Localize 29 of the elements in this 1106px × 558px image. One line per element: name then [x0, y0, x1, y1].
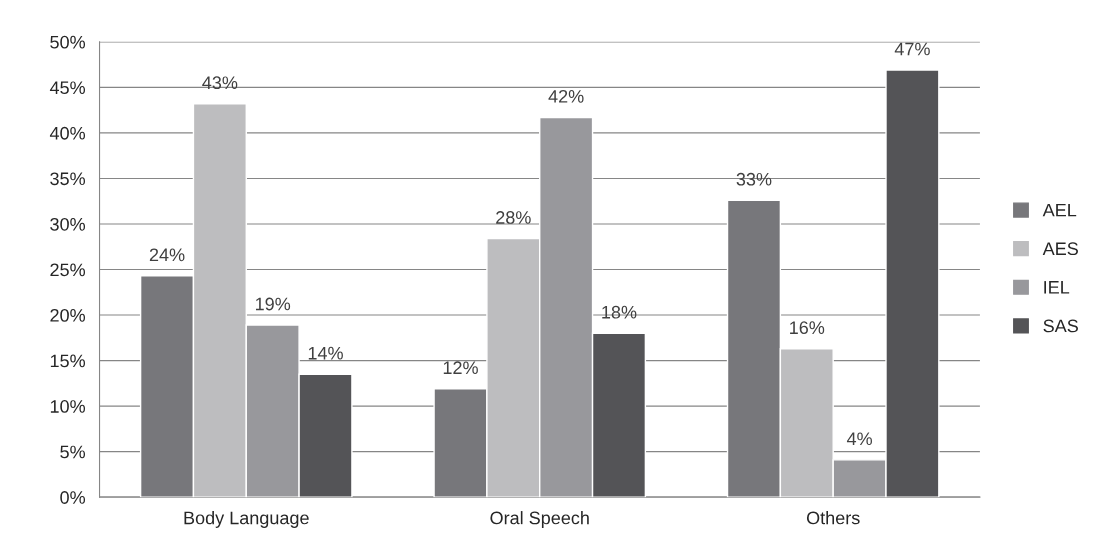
y-tick-label: 25%: [50, 263, 86, 277]
legend-label: IEL: [1044, 281, 1070, 294]
x-tick-label: Oral Speech: [490, 511, 589, 528]
x-tick-label: Others: [806, 511, 860, 525]
data-label: 19%: [255, 297, 291, 311]
y-tick-label: 45%: [49, 81, 86, 95]
data-label: 28%: [496, 211, 531, 224]
y-tick-label: 10%: [50, 400, 86, 413]
data-label: 16%: [790, 321, 825, 335]
y-tick-label: 0%: [60, 491, 86, 504]
legend-label: SAS: [1043, 319, 1078, 333]
y-tick-label: 30%: [50, 217, 86, 231]
data-label: 12%: [443, 361, 478, 375]
data-label: 42%: [548, 89, 584, 103]
y-tick-label: 35%: [50, 172, 86, 186]
data-label: 43%: [202, 76, 238, 90]
y-tick-label: 40%: [49, 126, 86, 140]
data-label: 47%: [894, 42, 930, 56]
y-tick-label: 50%: [50, 35, 86, 49]
legend-label: AES: [1042, 242, 1078, 256]
y-tick-label: 15%: [50, 354, 86, 368]
y-tick-label: 5%: [60, 445, 86, 459]
data-label: 14%: [308, 346, 343, 360]
data-label: 18%: [602, 305, 637, 319]
legend-label: AEL: [1042, 203, 1077, 217]
y-tick-label: 20%: [50, 308, 86, 322]
x-tick-label: Body Language: [184, 511, 309, 528]
data-label: 24%: [149, 248, 185, 262]
data-label: 4%: [846, 432, 872, 446]
